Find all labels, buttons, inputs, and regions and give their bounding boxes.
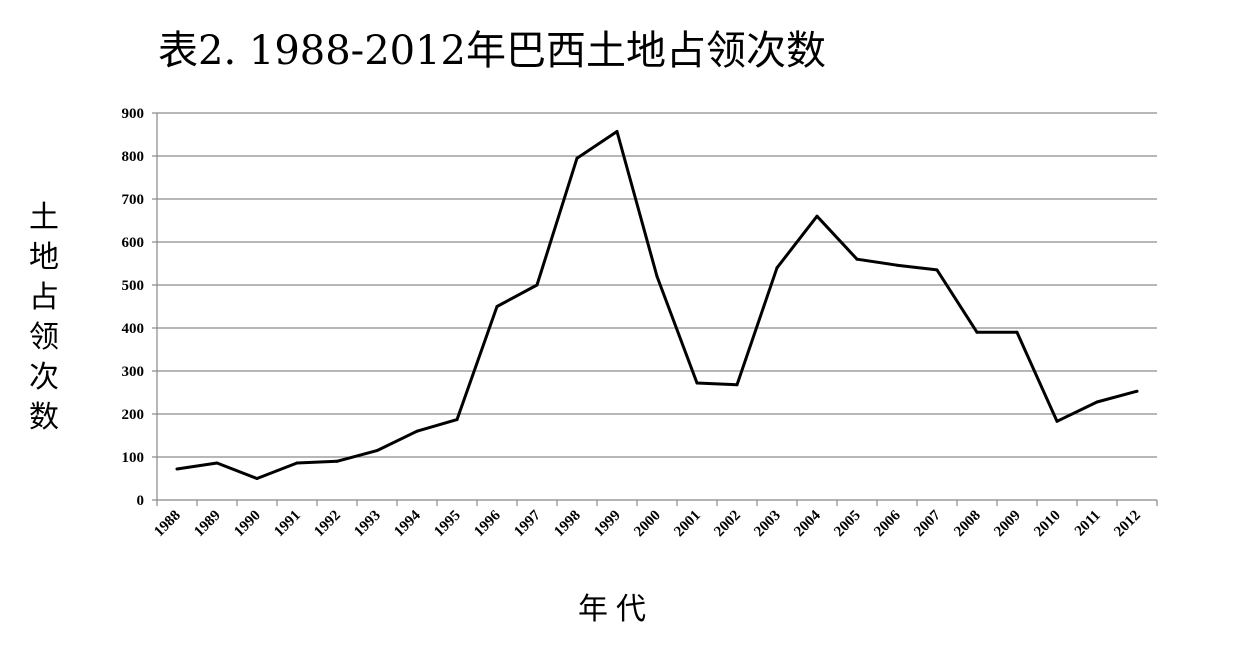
data-point <box>295 461 299 465</box>
y-axis-title: 土地占领次数 <box>29 200 59 435</box>
data-point <box>1055 419 1059 423</box>
x-tick-label: 1992 <box>311 508 344 541</box>
data-point <box>855 257 859 261</box>
chart-title: 表2. 1988-2012年巴西土地占领次数 <box>158 28 826 74</box>
data-point <box>935 268 939 272</box>
x-tick-label: 1995 <box>431 508 464 541</box>
data-point <box>415 429 419 433</box>
y-tick-label: 700 <box>122 192 145 208</box>
y-tick-labels: 0 100 200 300 400 500 600 700 800 900 <box>122 106 145 509</box>
x-tick-label: 2005 <box>831 508 864 541</box>
data-point <box>375 449 379 453</box>
x-tick-label: 1989 <box>191 508 224 541</box>
data-point <box>895 263 899 267</box>
y-tick-label: 200 <box>122 407 145 423</box>
x-tick-labels: 1988 1989 1990 1991 1992 1993 1994 1995 1996 1997… <box>151 507 1144 540</box>
x-tick-label: 1996 <box>471 507 504 540</box>
x-tick-label: 1993 <box>351 508 384 541</box>
x-tick-label: 2008 <box>951 508 984 541</box>
x-tick-label: 1999 <box>591 508 624 541</box>
x-tick-label: 2010 <box>1031 508 1064 541</box>
series-line <box>176 130 1138 480</box>
x-tick-label: 2009 <box>991 508 1024 541</box>
x-tick-label: 2004 <box>791 507 824 540</box>
data-point <box>1095 400 1099 404</box>
data-point <box>1135 389 1139 393</box>
data-point <box>215 461 219 465</box>
data-point <box>335 459 339 463</box>
x-tick-label: 1998 <box>551 508 584 541</box>
data-point <box>695 381 699 385</box>
data-point <box>655 274 659 278</box>
y-tick-label: 500 <box>122 278 145 294</box>
y-tick-label: 800 <box>122 149 145 165</box>
data-point <box>255 477 259 480</box>
y-tick-label: 400 <box>122 321 145 337</box>
y-tick-label: 600 <box>122 235 145 251</box>
x-tick-label: 1990 <box>231 508 264 541</box>
x-tick-label: 2011 <box>1072 508 1104 540</box>
data-point <box>455 418 459 422</box>
data-point <box>815 214 819 218</box>
data-point <box>175 467 179 471</box>
x-tick-label: 2006 <box>871 507 904 540</box>
data-point <box>735 383 739 387</box>
data-point <box>1015 330 1019 334</box>
x-tick-label: 2000 <box>631 508 664 541</box>
data-point <box>535 283 539 287</box>
x-tick-label: 2001 <box>671 508 704 541</box>
data-point <box>975 330 979 334</box>
y-tick-label: 0 <box>137 493 145 509</box>
x-tick-label: 1991 <box>271 508 304 541</box>
x-tick-label: 2003 <box>751 508 784 541</box>
data-point <box>775 266 779 270</box>
data-point <box>575 156 579 160</box>
y-tick-label: 900 <box>122 106 145 122</box>
x-tick-label: 1997 <box>511 507 544 540</box>
x-tick-label: 2002 <box>711 508 744 541</box>
x-tick-label: 2012 <box>1111 508 1144 541</box>
data-point <box>615 129 619 133</box>
y-tick-label: 300 <box>122 364 145 380</box>
x-tick-label: 1988 <box>151 508 184 541</box>
x-axis-title: 年代 <box>578 592 654 627</box>
series-group <box>175 129 1139 480</box>
grid-lines <box>157 112 1157 458</box>
x-tick-label: 1994 <box>391 507 424 540</box>
x-tick-label: 2007 <box>911 507 944 540</box>
data-point <box>495 305 499 308</box>
axes <box>152 112 1158 506</box>
y-tick-label: 100 <box>122 450 145 466</box>
